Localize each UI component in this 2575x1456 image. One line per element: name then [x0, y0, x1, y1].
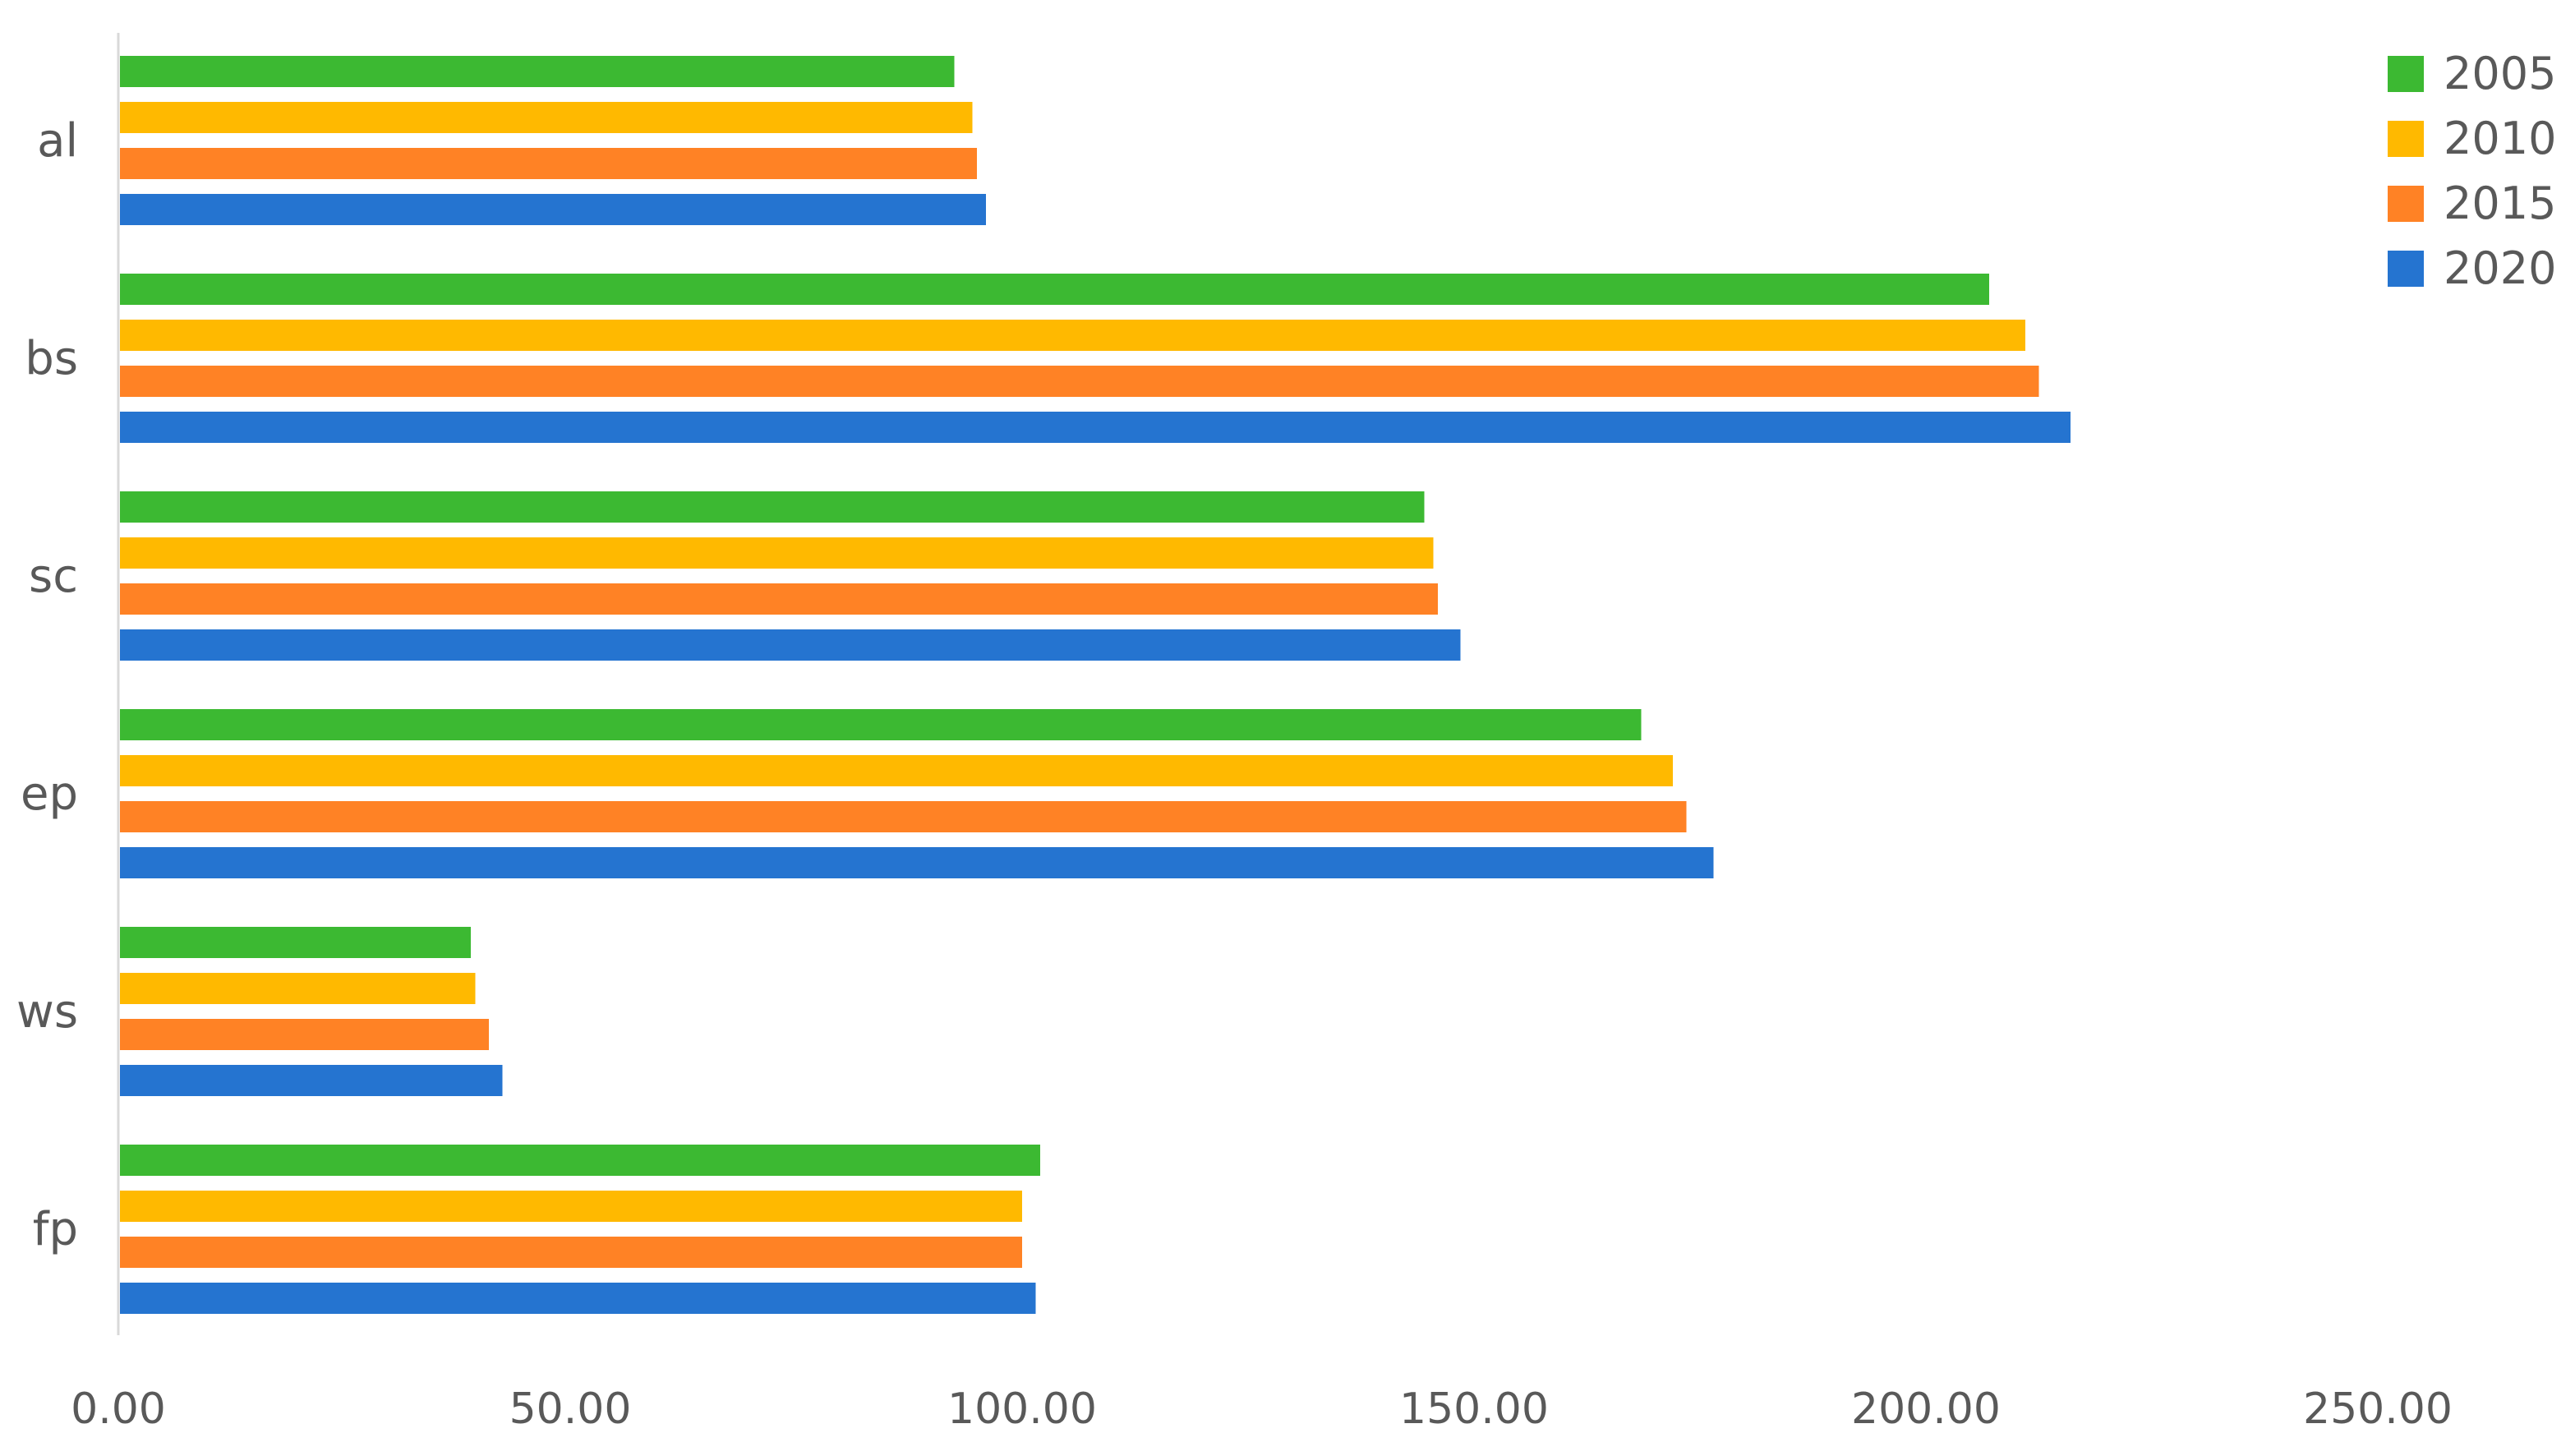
bar-ep-2020 — [120, 847, 1714, 878]
bar-sc-2010 — [120, 537, 1434, 569]
bar-ep-2010 — [120, 755, 1673, 786]
bar-bs-2010 — [120, 320, 2025, 351]
category-label-ep: ep — [21, 767, 78, 821]
bar-bs-2015 — [120, 366, 2039, 397]
x-tick-label: 250.00 — [2303, 1385, 2453, 1434]
bar-ws-2005 — [120, 927, 471, 958]
bar-bs-2005 — [120, 274, 1989, 305]
x-tick-label: 50.00 — [509, 1385, 632, 1434]
legend-swatch-2005 — [2388, 56, 2424, 92]
legend-swatch-2010 — [2388, 121, 2424, 157]
x-tick-label: 0.00 — [71, 1385, 166, 1434]
bar-al-2015 — [120, 148, 977, 179]
x-tick-label: 150.00 — [1399, 1385, 1549, 1434]
bars-layer — [120, 56, 2071, 1314]
bar-ws-2020 — [120, 1065, 503, 1096]
x-tick-label: 100.00 — [947, 1385, 1097, 1434]
bar-ws-2010 — [120, 973, 476, 1004]
bar-al-2010 — [120, 102, 973, 133]
category-label-al: al — [37, 114, 78, 168]
bar-sc-2015 — [120, 583, 1438, 615]
bar-al-2005 — [120, 56, 955, 87]
bar-al-2020 — [120, 194, 986, 225]
legend-label-2015: 2015 — [2444, 177, 2556, 229]
bar-ep-2015 — [120, 801, 1687, 832]
legend-label-2010: 2010 — [2444, 113, 2556, 164]
legend: 2005 2010 2015 2020 — [2388, 48, 2556, 294]
bar-sc-2020 — [120, 629, 1461, 661]
legend-label-2020: 2020 — [2444, 242, 2556, 294]
category-label-fp: fp — [33, 1203, 78, 1256]
bar-fp-2005 — [120, 1145, 1040, 1176]
legend-label-2005: 2005 — [2444, 48, 2556, 99]
category-label-bs: bs — [25, 332, 78, 385]
bar-sc-2005 — [120, 491, 1425, 523]
bar-ep-2005 — [120, 709, 1642, 740]
bar-fp-2010 — [120, 1191, 1022, 1222]
bar-fp-2020 — [120, 1283, 1036, 1314]
legend-swatch-2015 — [2388, 186, 2424, 222]
legend-swatch-2020 — [2388, 251, 2424, 287]
bar-ws-2015 — [120, 1019, 489, 1050]
category-labels: al bs sc ep ws fp — [16, 114, 78, 1256]
bar-bs-2020 — [120, 412, 2071, 443]
category-label-sc: sc — [29, 550, 78, 603]
category-label-ws: ws — [16, 985, 78, 1039]
x-axis-tick-labels: 0.00 50.00 100.00 150.00 200.00 250.00 — [71, 1385, 2453, 1434]
x-tick-label: 200.00 — [1851, 1385, 2001, 1434]
bar-fp-2015 — [120, 1237, 1022, 1268]
